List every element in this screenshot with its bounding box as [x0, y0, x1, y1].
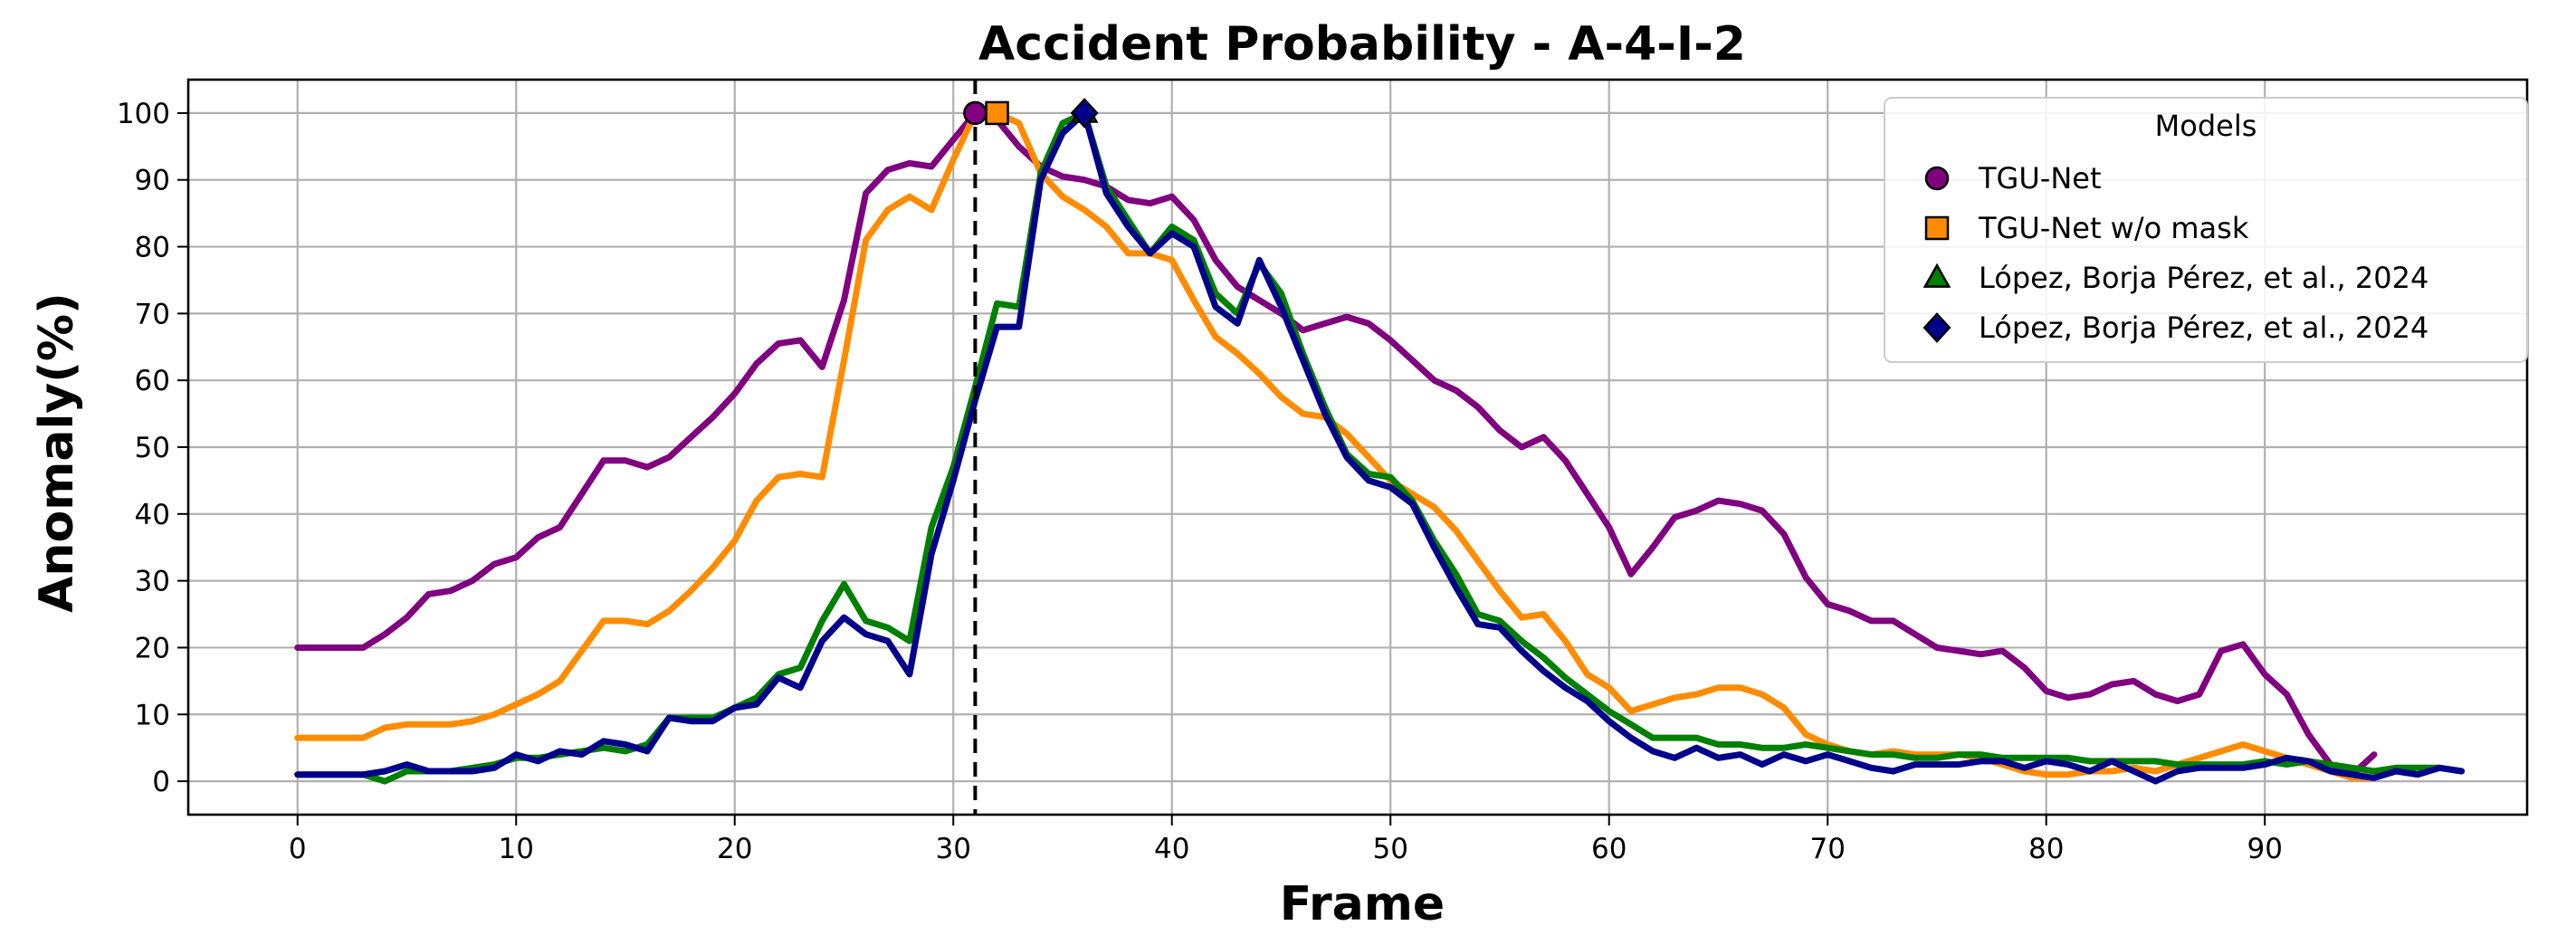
legend-marker-4	[1922, 312, 1951, 343]
x-tick-label: 90	[2247, 833, 2282, 865]
grid-lines	[188, 80, 2527, 815]
x-tick-label: 60	[1591, 833, 1627, 865]
y-tick-label: 0	[152, 766, 170, 798]
legend: Models TGU-Net TGU-Net w/o mask López, Bor…	[1884, 97, 2528, 363]
legend-title: Models	[2155, 109, 2257, 143]
x-tick-label: 50	[1372, 833, 1407, 865]
y-tick-label: 100	[117, 98, 170, 130]
y-tick-label: 60	[135, 365, 170, 397]
y-tick-label: 70	[135, 298, 170, 330]
y-tick-label: 80	[135, 232, 170, 264]
x-axis-ticks: 0 10 20 30 40 50 60 70 80 90	[289, 815, 2283, 865]
legend-label-1: TGU-Net	[1978, 161, 2101, 196]
peak-marker-4	[1070, 98, 1099, 129]
series-line-1	[294, 110, 2378, 778]
y-tick-label: 30	[135, 566, 170, 598]
legend-entries: TGU-Net TGU-Net w/o mask López, Borja Pére…	[1922, 161, 2428, 345]
legend-marker-2	[1924, 215, 1950, 241]
x-tick-label: 0	[289, 833, 307, 865]
x-tick-label: 40	[1154, 833, 1189, 865]
legend-label-3: López, Borja Pérez, et al., 2024	[1979, 261, 2428, 295]
legend-label-2: TGU-Net w/o mask	[1978, 211, 2249, 245]
y-tick-label: 40	[135, 499, 170, 531]
peak-marker-1	[963, 100, 987, 126]
legend-marker-3	[1922, 262, 1951, 288]
y-axis-label: Anomaly(%)	[30, 292, 84, 613]
y-tick-label: 50	[135, 432, 170, 464]
x-tick-label: 10	[499, 833, 534, 865]
legend-marker-1	[1924, 166, 1950, 191]
legend-label-4: López, Borja Pérez, et al., 2024	[1979, 310, 2428, 345]
y-tick-label: 10	[135, 699, 170, 731]
y-tick-label: 90	[135, 165, 170, 197]
x-axis-label: Frame	[1280, 877, 1445, 931]
y-tick-label: 20	[135, 632, 170, 664]
y-axis-ticks: 0 10 20 30 40 50 60 70 80 90 100	[117, 98, 188, 798]
peak-markers	[963, 98, 1099, 129]
plot-lines	[294, 80, 2466, 815]
series-line-4	[294, 110, 2466, 785]
legend-box	[1884, 97, 2528, 363]
chart-title: Accident Probability - A-4-I-2	[978, 17, 1746, 72]
x-tick-label: 70	[1809, 833, 1845, 865]
x-tick-label: 20	[717, 833, 752, 865]
x-tick-label: 30	[936, 833, 971, 865]
peak-marker-2	[985, 100, 1009, 126]
x-tick-label: 80	[2028, 833, 2064, 865]
